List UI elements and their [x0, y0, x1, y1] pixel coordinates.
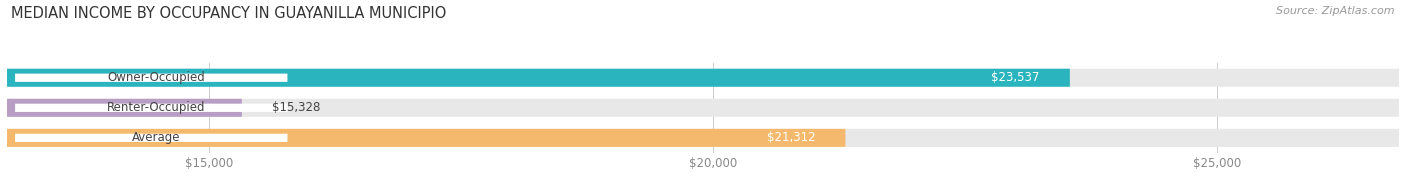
Text: $23,537: $23,537 — [991, 71, 1039, 84]
Text: MEDIAN INCOME BY OCCUPANCY IN GUAYANILLA MUNICIPIO: MEDIAN INCOME BY OCCUPANCY IN GUAYANILLA… — [11, 6, 447, 21]
Text: Renter-Occupied: Renter-Occupied — [107, 101, 205, 114]
FancyBboxPatch shape — [15, 134, 287, 142]
FancyBboxPatch shape — [7, 69, 1070, 87]
FancyBboxPatch shape — [7, 129, 1399, 147]
Text: $21,312: $21,312 — [766, 131, 815, 144]
Text: Average: Average — [132, 131, 180, 144]
FancyBboxPatch shape — [7, 99, 1399, 117]
FancyBboxPatch shape — [15, 104, 287, 112]
Text: Source: ZipAtlas.com: Source: ZipAtlas.com — [1277, 6, 1395, 16]
Text: Owner-Occupied: Owner-Occupied — [107, 71, 205, 84]
FancyBboxPatch shape — [7, 69, 1399, 87]
Text: $15,328: $15,328 — [273, 101, 321, 114]
FancyBboxPatch shape — [15, 74, 287, 82]
FancyBboxPatch shape — [7, 129, 845, 147]
FancyBboxPatch shape — [7, 99, 242, 117]
